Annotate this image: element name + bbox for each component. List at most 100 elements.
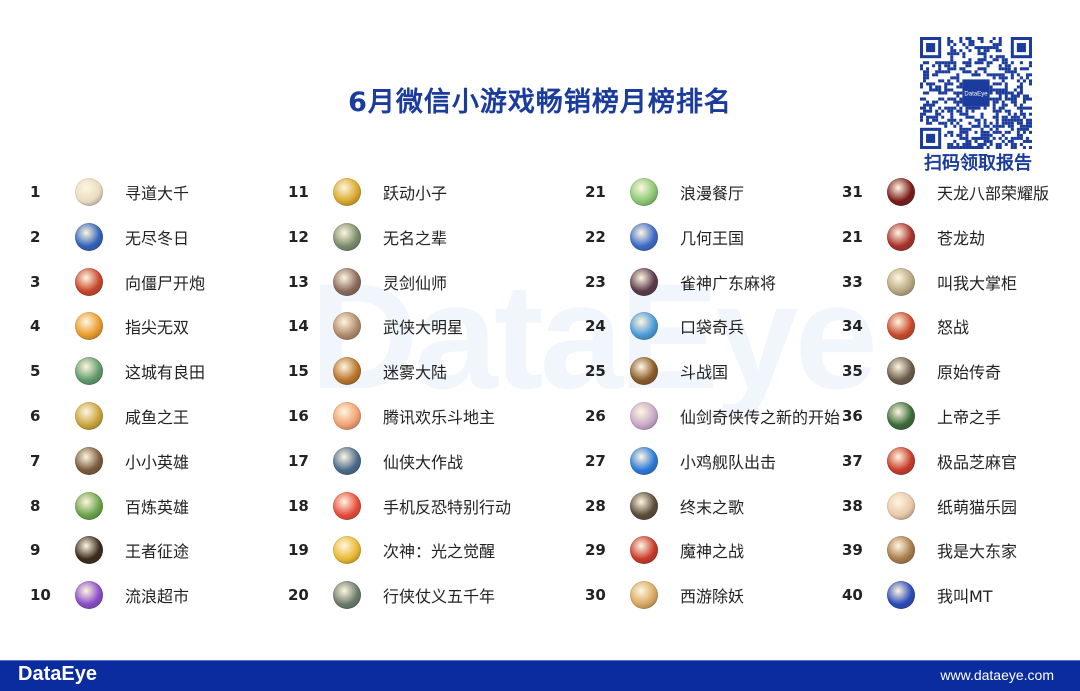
- footer: DataEye www.dataeye.com: [0, 660, 1080, 691]
- list-item: 34 怒战: [842, 311, 969, 341]
- list-item: 35 原始传奇: [842, 356, 1001, 386]
- game-icon: [887, 446, 915, 475]
- game-name: 小鸡舰队出击: [680, 452, 777, 472]
- game-icon: [630, 536, 658, 565]
- game-icon: [75, 581, 103, 610]
- rank-number: 40: [842, 586, 863, 605]
- list-item: 40 我叫MT: [842, 580, 993, 610]
- list-item: 5 这城有良田: [30, 356, 205, 386]
- game-name: 腾讯欢乐斗地主: [383, 408, 496, 427]
- game-icon: [333, 536, 361, 565]
- list-item: 15 迷雾大陆: [288, 356, 447, 386]
- game-icon: [333, 222, 361, 251]
- rank-number: 3: [30, 272, 41, 291]
- game-icon: [887, 357, 915, 386]
- rank-number: 23: [585, 272, 606, 291]
- list-item: 38 纸萌猫乐园: [842, 491, 1017, 521]
- game-name: 无名之辈: [383, 228, 448, 248]
- rank-number: 16: [288, 407, 309, 425]
- list-item: 19 次神：光之觉醒: [288, 535, 495, 565]
- rank-number: 11: [288, 183, 309, 201]
- list-item: 22 几何王国: [585, 222, 744, 252]
- list-item: 4 指尖无双: [30, 311, 189, 341]
- game-name: 苍龙劫: [937, 228, 986, 248]
- game-icon: [630, 222, 658, 251]
- rank-number: 33: [842, 272, 863, 291]
- list-item: 39 我是大东家: [842, 535, 1017, 565]
- game-icon: [630, 178, 658, 206]
- game-icon: [630, 267, 658, 296]
- rank-number: 26: [585, 407, 606, 425]
- rank-number: 24: [585, 317, 606, 336]
- game-icon: [887, 491, 915, 520]
- list-item: 9 王者征途: [30, 535, 189, 565]
- list-item: 13 灵剑仙师: [288, 267, 447, 297]
- game-name: 行侠仗义五千年: [383, 587, 496, 607]
- game-icon: [75, 491, 103, 520]
- game-icon: [630, 312, 658, 341]
- game-name: 斗战国: [680, 363, 729, 383]
- game-name: 手机反恐特别行动: [383, 497, 512, 517]
- game-icon: [333, 402, 361, 430]
- rank-number: 29: [585, 541, 606, 560]
- game-icon: [630, 357, 658, 386]
- rank-number: 34: [842, 317, 863, 336]
- game-icon: [333, 178, 361, 206]
- list-item: 30 西游除妖: [585, 580, 744, 610]
- page-title: 6月微信小游戏畅销榜月榜排名: [348, 87, 732, 118]
- rank-number: 39: [842, 541, 863, 560]
- rank-number: 25: [585, 362, 606, 381]
- list-item: 14 武侠大明星: [288, 311, 463, 341]
- game-name: 天龙八部荣耀版: [937, 184, 1050, 203]
- list-item: 37 极品芝麻官: [842, 446, 1017, 476]
- list-item: 21 浪漫餐厅: [585, 177, 744, 207]
- rank-number: 20: [288, 586, 309, 605]
- game-icon: [887, 402, 915, 430]
- rank-number: 21: [585, 183, 606, 201]
- game-icon: [75, 178, 103, 206]
- rank-number: 37: [842, 451, 863, 470]
- rank-number: 21: [842, 227, 863, 246]
- list-item: 20 行侠仗义五千年: [288, 580, 495, 610]
- game-name: 怒战: [937, 318, 970, 338]
- rank-number: 31: [842, 183, 863, 201]
- game-icon: [333, 446, 361, 475]
- game-icon: [75, 267, 103, 296]
- footer-logo: DataEye: [18, 663, 97, 685]
- game-name: 小小英雄: [125, 452, 190, 472]
- list-item: 25 斗战国: [585, 356, 728, 386]
- list-item: 27 小鸡舰队出击: [585, 446, 776, 476]
- qr-code: DataEye: [920, 37, 1032, 149]
- game-name: 武侠大明星: [383, 318, 464, 338]
- list-item: 36 上帝之手: [842, 401, 1001, 431]
- game-icon: [333, 267, 361, 296]
- game-name: 迷雾大陆: [383, 363, 448, 383]
- rank-number: 10: [30, 586, 51, 605]
- game-icon: [75, 357, 103, 386]
- rank-number: 5: [30, 362, 41, 381]
- rank-number: 12: [288, 227, 309, 246]
- game-icon: [630, 581, 658, 610]
- list-item: 10 流浪超市: [30, 580, 189, 610]
- game-icon: [630, 402, 658, 430]
- list-item: 12 无名之辈: [288, 222, 447, 252]
- list-item: 21 苍龙劫: [842, 222, 985, 252]
- qr-label: 扫码领取报告: [924, 153, 1032, 174]
- game-name: 口袋奇兵: [680, 318, 745, 338]
- game-name: 灵剑仙师: [383, 273, 448, 293]
- game-name: 这城有良田: [125, 363, 206, 383]
- game-icon: [630, 446, 658, 475]
- game-icon: [75, 312, 103, 341]
- rank-number: 35: [842, 362, 863, 381]
- game-name: 我叫MT: [937, 587, 993, 607]
- list-item: 2 无尽冬日: [30, 222, 189, 252]
- list-item: 33 叫我大掌柜: [842, 267, 1017, 297]
- rank-number: 30: [585, 586, 606, 605]
- rank-number: 28: [585, 496, 606, 515]
- game-name: 向僵尸开炮: [125, 273, 206, 293]
- game-icon: [75, 446, 103, 475]
- game-name: 浪漫餐厅: [680, 184, 745, 203]
- list-item: 26 仙剑奇侠传之新的开始: [585, 401, 840, 431]
- game-name: 仙剑奇侠传之新的开始: [680, 408, 841, 427]
- game-icon: [333, 357, 361, 386]
